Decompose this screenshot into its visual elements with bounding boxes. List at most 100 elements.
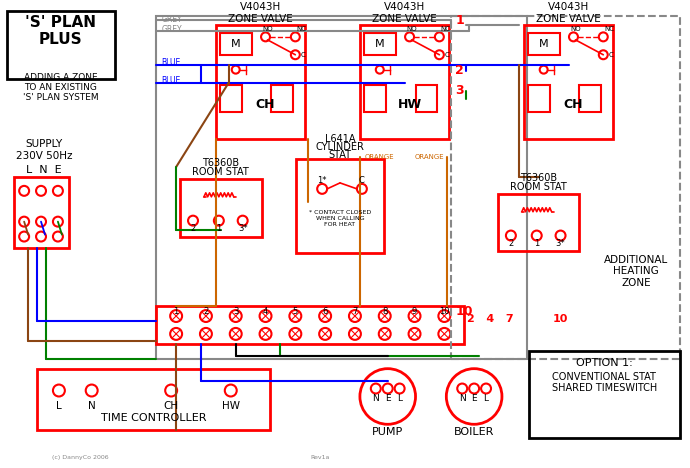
Text: 10: 10 (439, 307, 450, 315)
Circle shape (230, 328, 241, 340)
Text: STAT: STAT (328, 150, 351, 160)
Text: 3: 3 (233, 307, 239, 315)
Circle shape (200, 328, 212, 340)
Text: 8: 8 (382, 307, 387, 315)
Circle shape (408, 310, 420, 322)
Text: 3: 3 (455, 84, 464, 97)
Circle shape (165, 385, 177, 396)
Text: L641A: L641A (325, 134, 355, 144)
Text: NC: NC (296, 26, 306, 32)
Bar (14, 177, 69, 249)
Text: ORANGE: ORANGE (365, 154, 395, 160)
Bar (220, 33, 252, 55)
Circle shape (569, 32, 578, 41)
Circle shape (599, 32, 608, 41)
Bar (524, 25, 613, 139)
Text: HW: HW (397, 98, 422, 111)
Bar (296, 159, 384, 254)
Circle shape (349, 310, 361, 322)
Text: * CONTACT CLOSED
WHEN CALLING
FOR HEAT: * CONTACT CLOSED WHEN CALLING FOR HEAT (309, 210, 371, 227)
Text: NO: NO (571, 26, 581, 32)
Text: 1: 1 (534, 239, 540, 248)
Text: NC: NC (440, 26, 451, 32)
Text: C: C (444, 52, 449, 58)
Bar (8, 11, 115, 79)
Text: 10: 10 (553, 314, 568, 324)
Text: GREY: GREY (161, 25, 182, 35)
Circle shape (438, 328, 451, 340)
Bar (37, 369, 270, 430)
Text: 2: 2 (455, 64, 464, 77)
Circle shape (599, 50, 608, 59)
Circle shape (349, 328, 361, 340)
Circle shape (317, 184, 327, 194)
Circle shape (319, 328, 331, 340)
Circle shape (36, 186, 46, 196)
Text: V4043H
ZONE VALVE: V4043H ZONE VALVE (536, 2, 601, 24)
Text: ROOM STAT: ROOM STAT (511, 182, 567, 192)
Circle shape (435, 50, 444, 59)
Text: V4043H
ZONE VALVE: V4043H ZONE VALVE (228, 2, 293, 24)
Text: OPTION 1:: OPTION 1: (576, 358, 633, 368)
Text: M: M (539, 39, 549, 49)
Text: GREY: GREY (161, 15, 182, 24)
Text: BLUE: BLUE (161, 76, 181, 85)
Text: V4043H
ZONE VALVE: V4043H ZONE VALVE (372, 2, 437, 24)
Circle shape (506, 231, 516, 241)
Circle shape (469, 384, 479, 394)
Circle shape (360, 369, 415, 424)
Circle shape (259, 310, 271, 322)
Bar (528, 85, 550, 112)
Text: 7: 7 (353, 307, 357, 315)
Circle shape (446, 369, 502, 424)
Text: CH: CH (164, 402, 179, 411)
Circle shape (379, 310, 391, 322)
Text: ORANGE: ORANGE (415, 154, 444, 160)
Circle shape (19, 186, 29, 196)
Text: E: E (471, 394, 477, 403)
Circle shape (289, 310, 302, 322)
Text: T6360B: T6360B (520, 173, 558, 183)
Bar (364, 33, 395, 55)
Text: L  N  E: L N E (26, 165, 62, 175)
Text: 2: 2 (509, 239, 513, 248)
Text: N: N (373, 394, 380, 403)
Text: CYLINDER: CYLINDER (315, 142, 364, 152)
Circle shape (261, 32, 270, 41)
Text: M: M (375, 39, 384, 49)
Circle shape (291, 32, 299, 41)
Circle shape (19, 232, 29, 241)
Circle shape (230, 310, 241, 322)
Circle shape (53, 217, 63, 227)
Bar (271, 85, 293, 112)
Text: M: M (231, 39, 241, 49)
Circle shape (371, 384, 381, 394)
Circle shape (200, 310, 212, 322)
Text: ADDING A ZONE
TO AN EXISTING
'S' PLAN SYSTEM: ADDING A ZONE TO AN EXISTING 'S' PLAN SY… (23, 73, 99, 102)
Text: 1*: 1* (317, 176, 327, 185)
Circle shape (289, 328, 302, 340)
Text: CH: CH (256, 98, 275, 111)
Circle shape (170, 310, 182, 322)
Bar (364, 85, 386, 112)
Text: 10: 10 (455, 305, 473, 318)
Circle shape (376, 66, 384, 73)
Bar (216, 25, 305, 139)
Circle shape (225, 385, 237, 396)
Bar (528, 33, 560, 55)
Circle shape (238, 216, 248, 226)
Text: 1: 1 (455, 15, 464, 28)
Circle shape (53, 385, 65, 396)
Text: 3*: 3* (555, 239, 565, 248)
Circle shape (214, 216, 224, 226)
Text: 1: 1 (216, 224, 221, 233)
Circle shape (19, 217, 29, 227)
Text: 3*: 3* (238, 224, 248, 233)
Text: C: C (609, 52, 613, 58)
Circle shape (408, 328, 420, 340)
Circle shape (438, 310, 451, 322)
Circle shape (555, 231, 566, 241)
Text: SUPPLY
230V 50Hz: SUPPLY 230V 50Hz (16, 139, 72, 161)
Text: CONVENTIONAL STAT
SHARED TIMESWITCH: CONVENTIONAL STAT SHARED TIMESWITCH (551, 372, 657, 394)
Text: 4: 4 (263, 307, 268, 315)
